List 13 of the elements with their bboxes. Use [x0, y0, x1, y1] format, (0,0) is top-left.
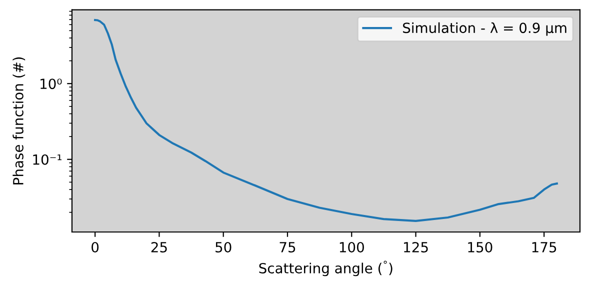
- x-tick-label: 50: [216, 242, 232, 252]
- legend-label: Simulation - λ = 0.9 μm: [403, 22, 566, 36]
- x-tick-label: 75: [280, 242, 296, 252]
- x-tick-label: 125: [404, 242, 428, 252]
- x-tick-label: 0: [92, 242, 99, 252]
- x-axis-title: Scattering angle ($^{°}$): [259, 260, 392, 276]
- x-tick-label: 150: [468, 242, 492, 252]
- x-tick-label: 25: [151, 242, 167, 252]
- x-tick-label: 100: [340, 242, 364, 252]
- x-tick-label: 175: [532, 242, 556, 252]
- y-axis-title: Phase function (#): [12, 57, 26, 184]
- y-tick-label: 10⁰: [40, 78, 62, 90]
- y-tick-label: 10⁻¹: [33, 154, 62, 165]
